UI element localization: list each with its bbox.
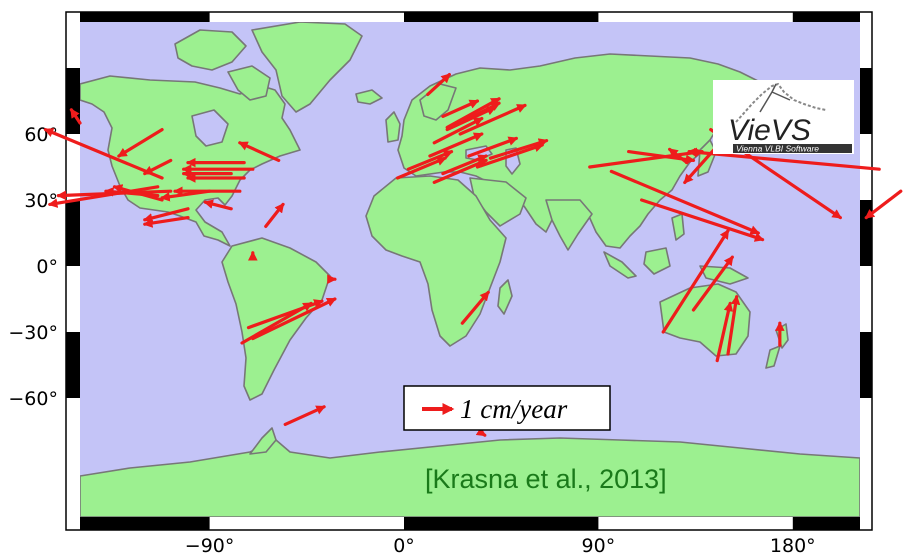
velocity-arrow: [142, 207, 190, 223]
land-great-britain: [385, 111, 401, 143]
longitude-ticks: −90° 0° 90° 180°: [185, 535, 816, 557]
lat-tick-label: 30°: [24, 190, 58, 212]
logo-antenna-icon: [759, 83, 791, 113]
velocity-arrow: [69, 108, 82, 125]
logo-subtitle: Vienna VLBI Software: [736, 144, 819, 154]
lon-tick-label: 0°: [393, 535, 415, 557]
velocity-arrow: [160, 189, 212, 202]
velocity-arrow: [475, 142, 545, 169]
land-borneo: [643, 247, 671, 275]
velocity-arrow: [609, 169, 761, 235]
lon-tick-label: 90°: [582, 535, 616, 557]
logo-title: VieVS: [728, 114, 811, 147]
legend-label: 1 cm/year: [460, 394, 568, 424]
velocity-arrow: [238, 141, 281, 162]
velocity-arrow: [432, 158, 488, 184]
vievs-logo: VieVS Vienna VLBI Software: [713, 80, 854, 154]
velocity-arrow: [462, 101, 501, 123]
hudson-bay: [191, 109, 229, 147]
velocity-arrow: [203, 199, 233, 211]
velocity-arrow: [104, 187, 160, 198]
velocity-arrow: [691, 255, 734, 312]
velocity-arrow: [588, 147, 704, 169]
velocity-arrow: [488, 138, 549, 160]
land-africa: [365, 175, 507, 347]
land-baffin-island: [227, 65, 271, 101]
citation-text: [Krasna et al., 2013]: [425, 464, 667, 494]
velocity-arrow: [475, 426, 487, 437]
velocity-arrow: [432, 116, 484, 145]
velocity-arrow: [668, 147, 689, 165]
velocity-arrow: [639, 198, 765, 242]
legend: 1 cm/year: [403, 385, 611, 431]
land-new-zealand-south: [765, 345, 781, 369]
velocity-arrow: [458, 103, 527, 136]
velocity-arrow: [726, 294, 741, 356]
velocity-arrow: [661, 229, 730, 334]
land-eurasia: [397, 53, 761, 249]
land-arctic-islands: [174, 29, 247, 71]
velocity-arrow: [143, 158, 173, 176]
velocity-arrow: [43, 128, 164, 180]
logo-subtitle-bar: [733, 144, 852, 153]
lat-tick-label: −60°: [8, 388, 58, 410]
velocity-arrow: [467, 136, 519, 158]
land-madagascar: [497, 279, 513, 315]
land-greenland: [251, 22, 363, 113]
velocity-arrow: [264, 202, 285, 228]
velocity-arrow: [441, 99, 480, 119]
land-iceland: [355, 89, 383, 105]
land-antarctic-peninsula: [249, 427, 277, 455]
velocity-vectors: [43, 72, 903, 437]
land-sumatra: [603, 251, 637, 279]
lat-tick-label: −30°: [8, 322, 58, 344]
lat-tick-label: 60°: [24, 124, 58, 146]
velocity-arrow: [395, 156, 447, 180]
velocity-arrow: [246, 299, 324, 330]
land-antarctica: [80, 437, 860, 517]
lat-tick-label: 0°: [36, 256, 58, 278]
latitude-ticks: 60° 30° 0° −30° −60°: [8, 124, 58, 410]
velocity-arrow: [283, 405, 326, 426]
velocity-arrow: [715, 301, 734, 363]
lon-tick-label: 180°: [770, 535, 816, 557]
velocity-arrow: [117, 128, 164, 158]
land-india: [545, 199, 593, 251]
velocity-arrow: [47, 185, 160, 208]
velocity-arrow: [426, 72, 451, 97]
velocity-arrow: [142, 216, 190, 228]
velocity-arrow: [441, 154, 488, 176]
velocity-arrow: [428, 132, 484, 158]
lon-tick-label: −90°: [185, 535, 235, 557]
land-philippines: [671, 213, 685, 241]
velocity-arrow: [864, 189, 903, 220]
velocity-arrow: [460, 290, 490, 325]
velocity-arrow: [687, 147, 881, 171]
velocity-arrow: [406, 150, 454, 171]
logo-wave-icon: [735, 82, 827, 123]
